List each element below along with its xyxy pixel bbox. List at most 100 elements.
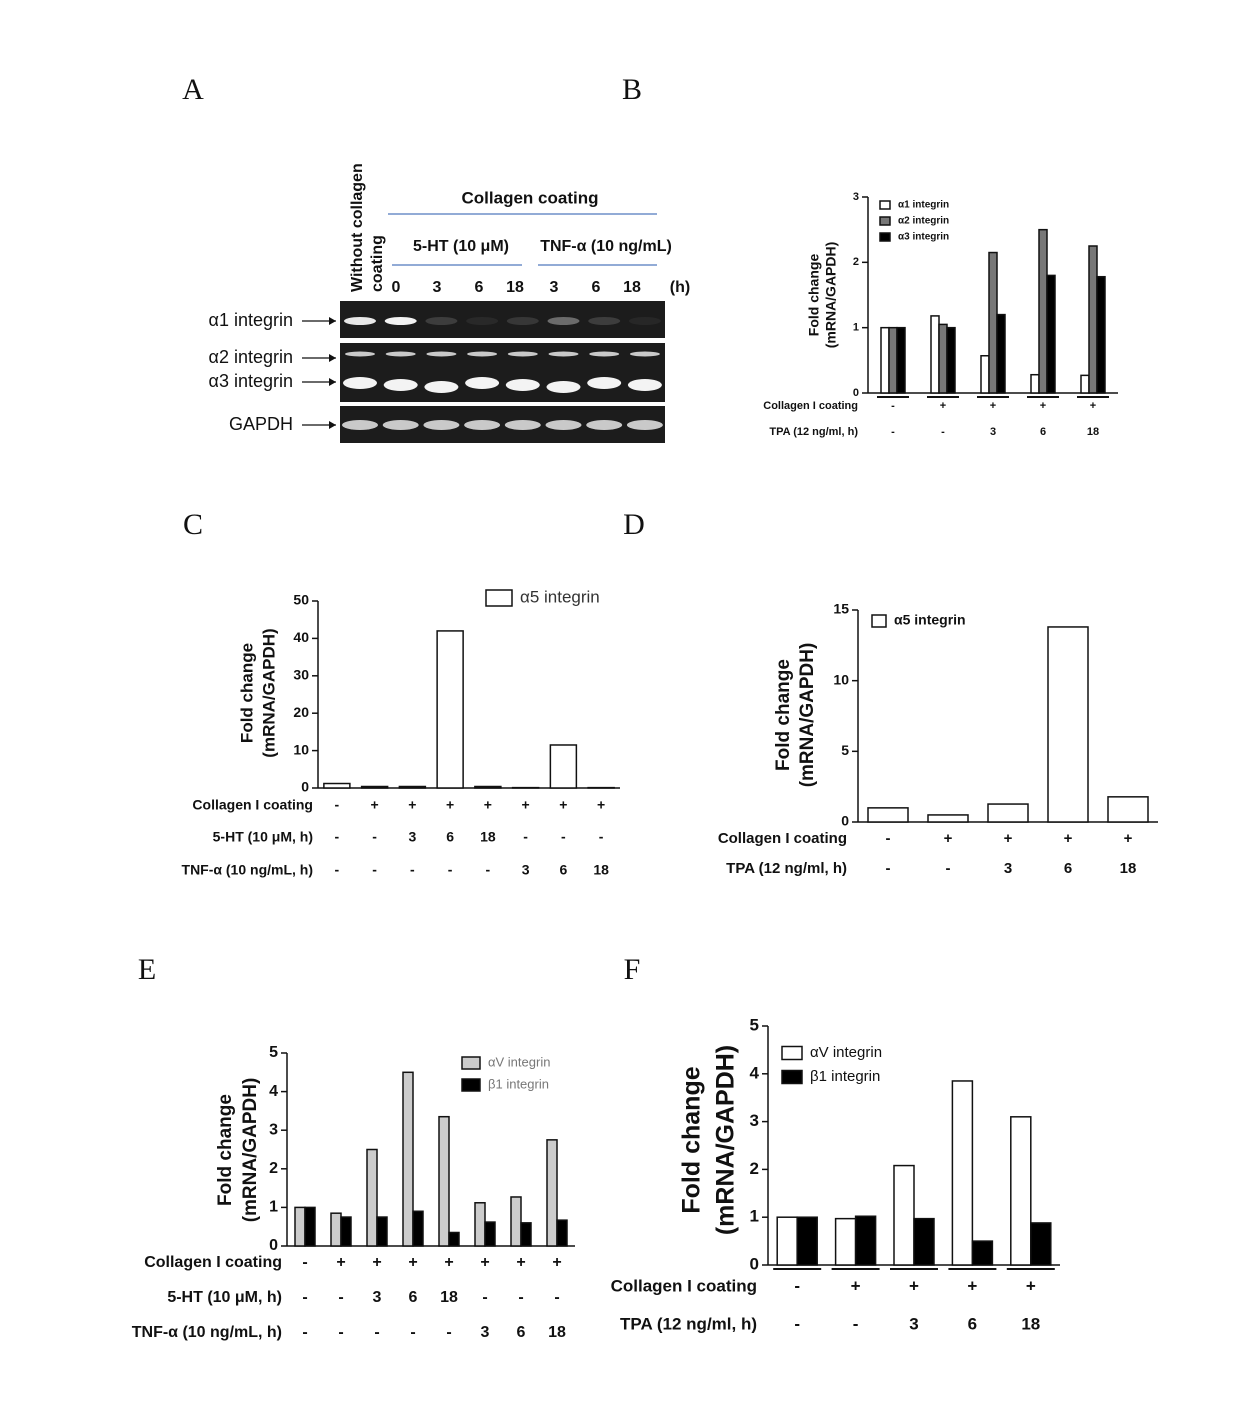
- gel-band: [465, 377, 500, 389]
- gel-band: [505, 379, 540, 391]
- y-tick-label: 5: [750, 1015, 759, 1034]
- condition-label: -: [410, 1324, 415, 1341]
- lane-label: 3: [433, 279, 442, 296]
- condition-label: -: [891, 400, 895, 412]
- y-axis-label: Fold change: [215, 1094, 236, 1206]
- gel-band: [425, 317, 458, 325]
- condition-label: +: [552, 1254, 561, 1271]
- condition-row-label: TNF-α (10 ng/mL, h): [182, 862, 313, 878]
- gel-block: [340, 343, 665, 402]
- condition-label: -: [338, 1289, 343, 1306]
- gel-band: [467, 351, 498, 357]
- y-tick-label: 5: [841, 742, 849, 758]
- bar: [546, 1139, 558, 1247]
- condition-label: +: [1090, 400, 1096, 412]
- y-tick-label: 1: [853, 322, 859, 334]
- condition-label: +: [336, 1254, 345, 1271]
- bar: [1080, 374, 1090, 394]
- bar: [366, 1148, 378, 1247]
- condition-label: -: [891, 426, 895, 438]
- row-label: α2 integrin: [209, 347, 293, 367]
- condition-label: -: [302, 1254, 307, 1271]
- condition-row-label: Collagen I coating: [718, 830, 847, 847]
- condition-label: 6: [446, 829, 454, 845]
- condition-label: +: [516, 1254, 525, 1271]
- bar: [938, 323, 948, 394]
- condition-label: -: [554, 1289, 559, 1306]
- y-tick-label: 40: [293, 629, 309, 645]
- lane-label: 18: [623, 279, 641, 296]
- panel-letter: D: [623, 508, 645, 541]
- y-tick-label: 4: [750, 1063, 760, 1082]
- bar: [510, 1196, 522, 1247]
- condition-label: -: [372, 862, 377, 878]
- gel-band: [383, 379, 418, 391]
- legend-label: α1 integrin: [898, 200, 949, 211]
- gel-band: [588, 317, 621, 325]
- y-axis-label: (mRNA/GAPDH): [259, 628, 278, 757]
- condition-label: +: [909, 1276, 919, 1295]
- condition-label: -: [448, 862, 453, 878]
- legend-swatch: [871, 614, 887, 628]
- y-tick-label: 1: [269, 1199, 278, 1216]
- bar: [1047, 626, 1089, 823]
- bar: [448, 1231, 460, 1247]
- bar: [402, 1071, 414, 1247]
- condition-row-label: Collagen I coating: [192, 797, 313, 813]
- condition-label: +: [372, 1254, 381, 1271]
- condition-label: 18: [1087, 426, 1099, 438]
- condition-label: 18: [593, 862, 609, 878]
- bar: [330, 1212, 342, 1247]
- legend-label: β1 integrin: [488, 1076, 549, 1091]
- condition-label: 3: [373, 1289, 382, 1306]
- gel-band: [344, 317, 376, 325]
- y-tick-label: 0: [301, 779, 309, 795]
- lane-label: 6: [475, 279, 484, 296]
- y-axis-label: (mRNA/GAPDH): [240, 1078, 261, 1223]
- gel-band: [426, 351, 457, 357]
- treatment-label: TNF-α (10 ng/mL): [540, 238, 672, 255]
- condition-label: +: [446, 797, 454, 813]
- condition-label: +: [597, 797, 605, 813]
- gel-band: [466, 317, 499, 325]
- y-axis-label: (mRNA/GAPDH): [823, 242, 839, 349]
- condition-label: -: [338, 1324, 343, 1341]
- condition-label: 18: [1021, 1314, 1040, 1333]
- y-axis-label: Fold change: [678, 1066, 706, 1213]
- bar: [987, 803, 1029, 823]
- panel-letter: B: [622, 73, 642, 106]
- y-tick-label: 2: [750, 1159, 759, 1178]
- condition-label: +: [1040, 400, 1046, 412]
- bar: [398, 785, 427, 789]
- gel-band: [424, 381, 459, 393]
- legend-label: αV integrin: [810, 1044, 882, 1061]
- y-tick-label: 5: [269, 1044, 278, 1061]
- bar: [1010, 1116, 1032, 1266]
- gel-band: [547, 317, 580, 325]
- legend-swatch: [879, 200, 891, 210]
- condition-label: -: [853, 1314, 859, 1333]
- bar: [294, 1206, 306, 1247]
- y-tick-label: 0: [750, 1254, 759, 1273]
- gel-band: [548, 351, 579, 357]
- gel-band: [589, 351, 620, 357]
- y-tick-label: 3: [853, 191, 859, 203]
- bar: [360, 785, 389, 789]
- condition-label: +: [444, 1254, 453, 1271]
- gel-band: [385, 351, 416, 357]
- y-tick-label: 0: [269, 1237, 278, 1254]
- condition-label: +: [408, 797, 416, 813]
- condition-label: +: [1124, 830, 1133, 847]
- panel-letter: C: [183, 508, 203, 541]
- condition-label: -: [302, 1324, 307, 1341]
- condition-label: 3: [481, 1324, 490, 1341]
- legend-swatch: [879, 216, 891, 226]
- arrow-head: [329, 317, 336, 325]
- bar: [1107, 796, 1149, 823]
- row-label: GAPDH: [229, 414, 293, 434]
- lane-header: Without collagen: [349, 163, 366, 292]
- y-axis-label: (mRNA/GAPDH): [797, 643, 818, 788]
- condition-label: +: [522, 797, 530, 813]
- gel-band: [627, 379, 662, 391]
